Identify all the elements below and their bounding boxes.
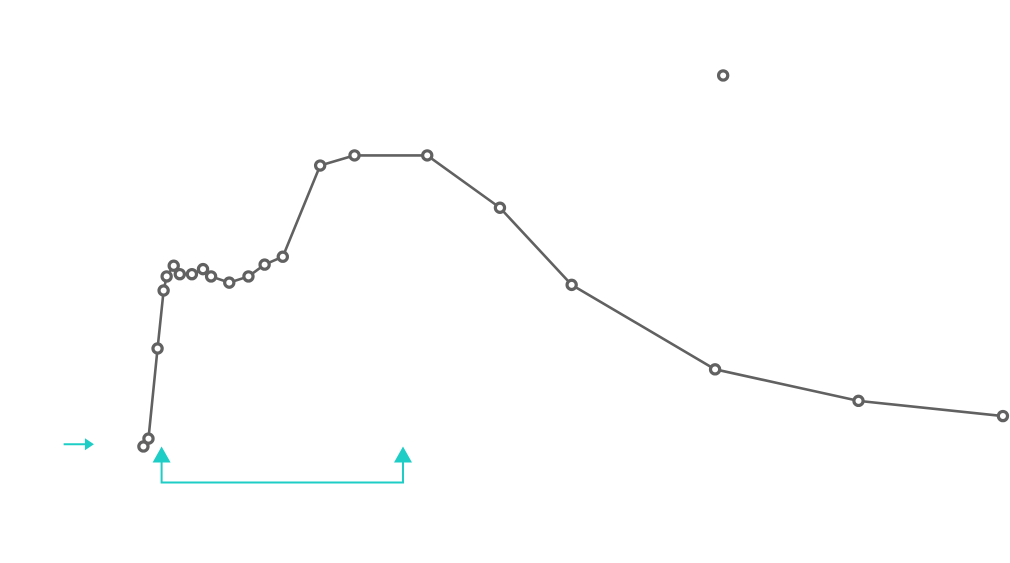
series-layer (142, 154, 1004, 448)
data-point (493, 201, 507, 214)
data-point (852, 394, 865, 408)
data-point (565, 278, 578, 292)
data-point (421, 149, 434, 162)
data-point (185, 267, 199, 281)
data-point (223, 276, 236, 289)
data-point (348, 149, 361, 162)
data-point (996, 409, 1010, 423)
annotation-arrow-up-icon (393, 446, 412, 463)
annotation-bracket (160, 462, 404, 484)
data-point (142, 432, 155, 445)
data-point (167, 259, 180, 272)
series-line-0 (142, 154, 1004, 448)
data-point (157, 284, 170, 297)
data-point (276, 250, 289, 263)
data-point (160, 270, 173, 283)
data-point (151, 342, 164, 355)
data-point (242, 270, 255, 283)
data-point (313, 159, 327, 172)
annotation-arrow-right-icon (84, 438, 94, 451)
data-point (258, 258, 271, 271)
data-point (173, 267, 186, 281)
marker-layer (137, 69, 1010, 453)
annotation-layer (63, 438, 412, 484)
annotation-arrow-up-icon (152, 446, 171, 463)
data-point (708, 363, 722, 376)
data-point (204, 270, 218, 283)
outlier-point (716, 69, 730, 82)
data-point (196, 262, 210, 276)
